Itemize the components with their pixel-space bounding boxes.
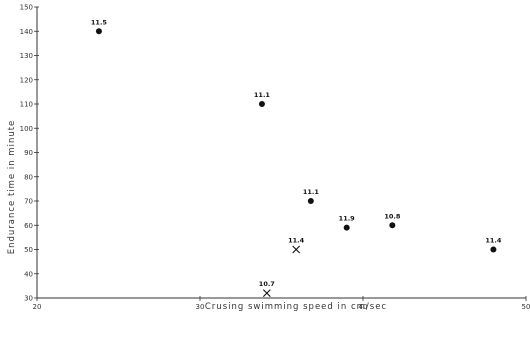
- data-point-circle: [258, 101, 265, 107]
- y-tick-label: 50: [24, 246, 33, 254]
- data-point-circle: [343, 224, 350, 231]
- y-tick-label: 90: [24, 149, 33, 157]
- y-tick-label: 150: [20, 4, 33, 12]
- cross-stroke: [292, 245, 301, 254]
- data-points: 11.511.111.111.910.811.410.911.410.7: [91, 18, 502, 298]
- data-label: 11.1: [303, 188, 320, 196]
- data-label: 11.9: [339, 215, 356, 223]
- data-point-circle: [389, 222, 396, 229]
- y-tick-label: 120: [20, 76, 33, 84]
- data-label: 10.8: [384, 212, 401, 220]
- data-point-circle: [490, 246, 497, 253]
- y-tick-label: 110: [20, 101, 33, 109]
- data-point-cross: [262, 289, 271, 298]
- cross-stroke: [262, 289, 271, 298]
- y-tick-label: 30: [24, 295, 33, 303]
- x-axis-title: Crusing swimming speed in cm/sec: [205, 302, 387, 312]
- data-label: 11.5: [91, 18, 108, 26]
- y-tick-label: 140: [20, 28, 33, 36]
- data-label: 11.4: [485, 237, 502, 245]
- data-point-circle: [307, 198, 314, 204]
- x-tick-label: 20: [33, 303, 42, 311]
- data-point-cross: [292, 245, 301, 254]
- y-tick-label: 60: [24, 222, 33, 230]
- y-tick-label: 100: [20, 125, 33, 133]
- axes: [36, 7, 526, 299]
- data-point-circle: [95, 28, 102, 35]
- y-tick-label: 80: [24, 173, 33, 181]
- data-label: 11.1: [254, 91, 271, 99]
- y-tick-label: 130: [20, 52, 33, 60]
- y-axis-title: Endurance time in minute: [7, 120, 17, 255]
- x-tick-label: 30: [196, 303, 205, 311]
- y-tick-label: 40: [24, 270, 33, 278]
- x-tick-label: 50: [522, 303, 530, 311]
- y-tick-label: 70: [24, 198, 33, 206]
- x-tick-label: 40: [359, 303, 368, 311]
- data-label: 10.7: [259, 280, 275, 288]
- data-label: 11.4: [288, 237, 305, 245]
